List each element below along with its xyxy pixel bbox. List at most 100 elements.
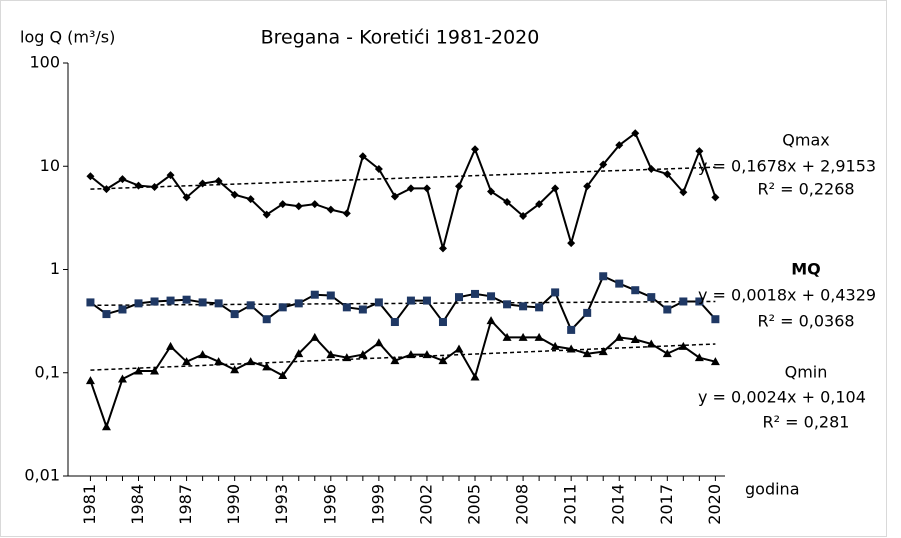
marker (519, 211, 528, 220)
y-tick-label: 0,1 (35, 362, 60, 381)
marker (631, 129, 640, 138)
trend-r2: R² = 0,0368 (757, 312, 854, 331)
marker (502, 332, 512, 341)
series-label: MQ (791, 260, 821, 279)
marker (230, 190, 239, 199)
marker (182, 357, 192, 366)
marker (101, 422, 111, 431)
marker (374, 338, 384, 347)
marker (150, 297, 159, 306)
marker (342, 209, 351, 218)
marker (118, 305, 127, 314)
marker (631, 286, 640, 295)
chart-title: Bregana - Koretići 1981-2020 (261, 27, 540, 49)
marker (679, 297, 688, 306)
marker (647, 293, 656, 302)
marker (85, 376, 95, 385)
marker (454, 344, 464, 353)
marker (278, 371, 288, 380)
marker (422, 296, 431, 305)
marker (182, 295, 191, 304)
marker (663, 170, 672, 179)
marker (182, 193, 191, 202)
marker (150, 366, 160, 375)
marker (535, 200, 544, 209)
trend-equation: y = 0,0024x + 0,104 (698, 388, 866, 407)
marker (86, 172, 95, 181)
marker (486, 316, 496, 325)
marker (535, 303, 544, 312)
marker (438, 356, 448, 365)
marker (599, 160, 608, 169)
marker (615, 141, 624, 150)
marker (471, 145, 480, 154)
marker (534, 332, 544, 341)
marker (647, 165, 656, 174)
marker (166, 296, 175, 305)
series-label: Qmin (785, 363, 828, 382)
marker (326, 291, 335, 300)
marker (214, 176, 223, 185)
marker (518, 332, 528, 341)
marker (198, 179, 207, 188)
marker (646, 339, 656, 348)
marker (711, 315, 720, 324)
marker (342, 303, 351, 312)
x-tick-label: 2002 (416, 484, 435, 525)
marker (583, 182, 592, 191)
marker (198, 350, 208, 359)
marker (582, 349, 592, 358)
marker (487, 292, 496, 301)
marker (470, 372, 480, 381)
marker (406, 350, 416, 359)
y-tick-label: 0,01 (24, 466, 60, 485)
x-tick-label: 2020 (705, 484, 724, 525)
marker (406, 184, 415, 193)
marker (294, 299, 303, 308)
trend-equation: y = 0,0018x + 0,4329 (698, 286, 876, 305)
marker (166, 341, 176, 350)
y-axis-label: log Q (m³/s) (20, 28, 115, 47)
marker (519, 302, 528, 311)
y-tick-label: 1 (50, 259, 60, 278)
marker (566, 344, 576, 353)
marker (630, 334, 640, 343)
x-tick-label: 1999 (368, 484, 387, 525)
marker (310, 200, 319, 209)
marker (198, 298, 207, 307)
marker (487, 187, 496, 196)
marker (134, 299, 143, 308)
marker (326, 350, 336, 359)
marker (678, 341, 688, 350)
y-tick-label: 10 (40, 156, 60, 175)
trend-line (90, 343, 716, 371)
marker (614, 332, 624, 341)
series-line (89, 318, 716, 430)
marker (214, 357, 224, 366)
marker (102, 185, 111, 194)
marker (166, 171, 175, 180)
trend-line (90, 300, 716, 307)
marker (358, 152, 367, 161)
marker (438, 318, 447, 327)
marker (454, 182, 463, 191)
marker (710, 357, 720, 366)
x-tick-label: 1990 (224, 484, 243, 525)
marker (310, 290, 319, 299)
trend-r2: R² = 0,2268 (757, 180, 854, 199)
marker (246, 301, 255, 310)
marker (679, 188, 688, 197)
x-tick-label: 1987 (176, 484, 195, 525)
marker (374, 298, 383, 307)
trend-r2: R² = 0,281 (763, 413, 850, 432)
trend-equation: y = 0,1678x + 2,9153 (698, 157, 876, 176)
marker (406, 296, 415, 305)
x-tick-label: 2008 (513, 484, 532, 525)
marker (454, 293, 463, 302)
series-line (89, 274, 717, 332)
marker (278, 303, 287, 312)
marker (550, 341, 560, 350)
marker (294, 202, 303, 211)
x-tick-label: 1993 (272, 484, 291, 525)
